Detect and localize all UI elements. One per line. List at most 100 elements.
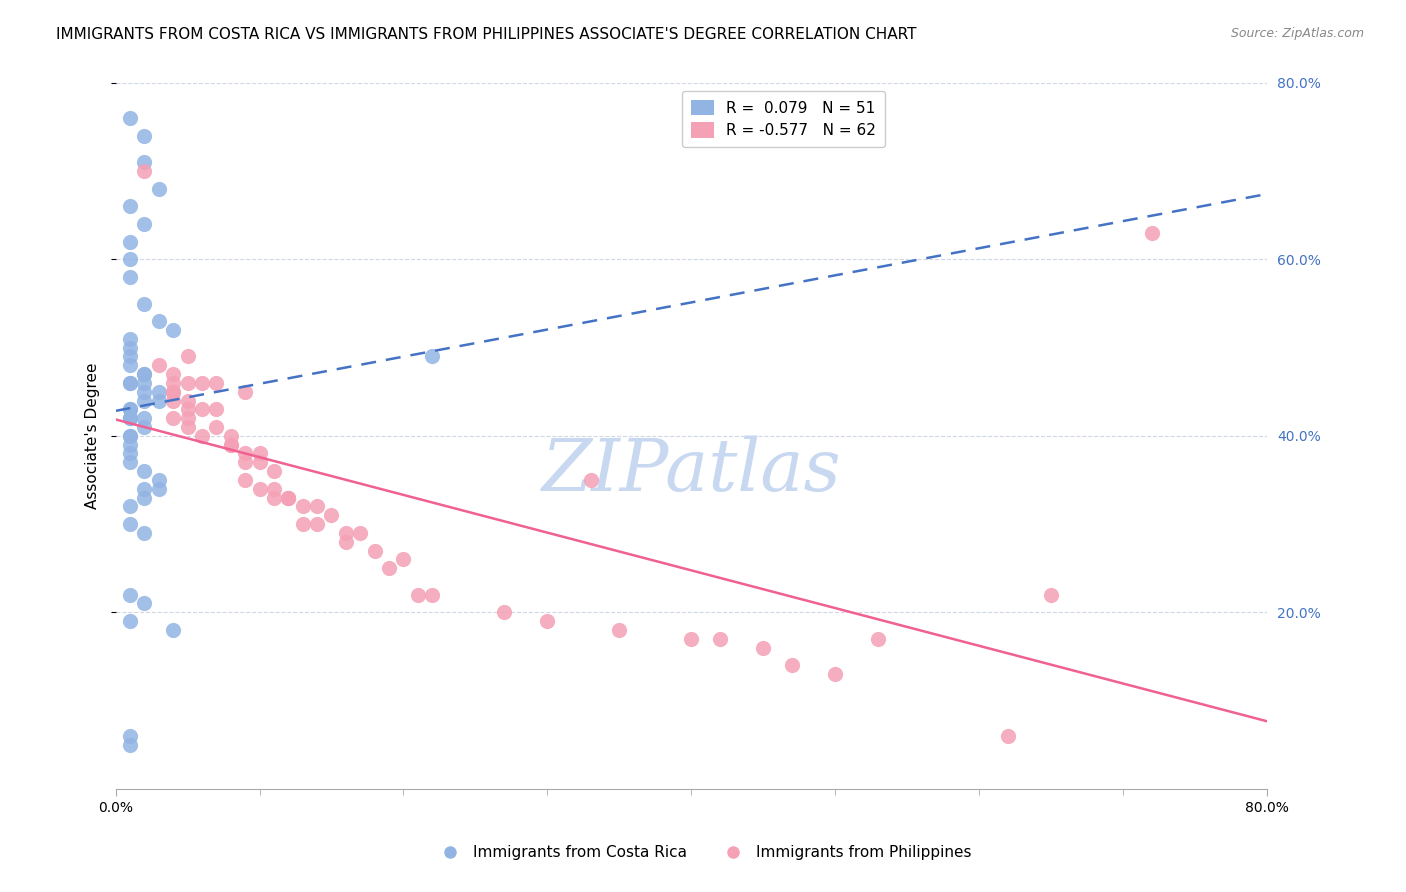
Point [233,384,256,399]
Point [118,358,141,372]
Point [134,128,156,143]
Point [191,376,214,390]
Point [307,500,329,514]
Point [134,217,156,231]
Point [780,658,803,673]
Point [162,323,184,337]
Point [148,182,170,196]
Point [363,543,385,558]
Point [118,517,141,532]
Point [148,393,170,408]
Point [118,438,141,452]
Point [307,517,329,532]
Point [205,402,228,417]
Point [752,640,775,655]
Point [335,534,357,549]
Point [191,429,214,443]
Point [162,411,184,425]
Point [118,376,141,390]
Point [118,376,141,390]
Point [291,500,314,514]
Legend: Immigrants from Costa Rica, Immigrants from Philippines: Immigrants from Costa Rica, Immigrants f… [429,839,977,866]
Point [579,473,602,487]
Point [420,350,443,364]
Point [162,393,184,408]
Point [118,235,141,249]
Point [249,446,271,460]
Point [118,332,141,346]
Point [134,491,156,505]
Point [118,411,141,425]
Point [148,314,170,328]
Point [134,367,156,381]
Point [263,464,285,478]
Point [134,155,156,169]
Point [249,482,271,496]
Point [392,552,415,566]
Point [162,376,184,390]
Text: ZIPatlas: ZIPatlas [541,436,841,507]
Point [277,491,299,505]
Point [118,446,141,460]
Point [406,588,429,602]
Point [162,384,184,399]
Point [219,438,242,452]
Point [134,296,156,310]
Point [134,411,156,425]
Point [176,402,198,417]
Point [118,411,141,425]
Point [134,525,156,540]
Point [148,473,170,487]
Point [134,367,156,381]
Point [321,508,343,523]
Point [134,393,156,408]
Point [134,164,156,178]
Point [1140,226,1163,240]
Point [134,482,156,496]
Text: IMMIGRANTS FROM COSTA RICA VS IMMIGRANTS FROM PHILIPPINES ASSOCIATE'S DEGREE COR: IMMIGRANTS FROM COSTA RICA VS IMMIGRANTS… [56,27,917,42]
Point [709,632,731,646]
Point [118,429,141,443]
Point [162,367,184,381]
Point [176,350,198,364]
Point [118,729,141,743]
Point [118,402,141,417]
Point [118,350,141,364]
Point [191,402,214,417]
Text: Source: ZipAtlas.com: Source: ZipAtlas.com [1230,27,1364,40]
Point [263,491,285,505]
Point [536,614,558,628]
Legend: R =  0.079   N = 51, R = -0.577   N = 62: R = 0.079 N = 51, R = -0.577 N = 62 [682,91,886,147]
Point [609,623,631,637]
Point [494,605,516,619]
Y-axis label: Associate's Degree: Associate's Degree [86,362,100,509]
Point [681,632,703,646]
Point [118,199,141,213]
Point [162,384,184,399]
Point [205,420,228,434]
Point [118,402,141,417]
Point [868,632,890,646]
Point [118,341,141,355]
Point [378,561,401,575]
Point [118,738,141,752]
Point [219,429,242,443]
Point [134,384,156,399]
Point [349,525,371,540]
Point [134,420,156,434]
Point [134,597,156,611]
Point [118,500,141,514]
Point [118,614,141,628]
Point [134,376,156,390]
Point [277,491,299,505]
Point [335,525,357,540]
Point [233,446,256,460]
Point [249,455,271,469]
Point [148,384,170,399]
Point [118,270,141,285]
Point [118,588,141,602]
Point [233,473,256,487]
Point [205,376,228,390]
Point [291,517,314,532]
Point [176,420,198,434]
